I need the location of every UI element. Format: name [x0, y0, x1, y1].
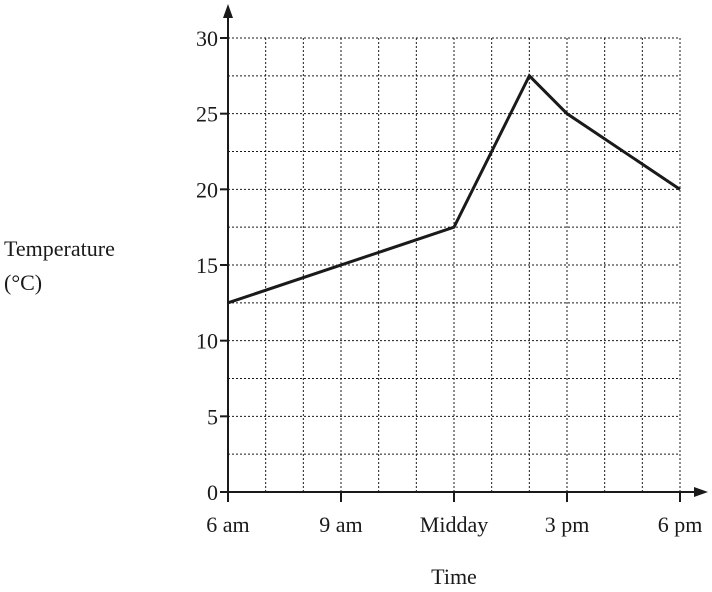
x-tick-label: 9 am [319, 512, 362, 537]
y-tick-label: 25 [196, 102, 218, 127]
y-axis-title-line-2: (°C) [4, 270, 42, 295]
y-tick-label: 5 [207, 404, 218, 429]
x-tick-label: 3 pm [545, 512, 590, 537]
y-tick-label: 0 [207, 480, 218, 505]
x-tick-label: 6 pm [658, 512, 703, 537]
grid [228, 37, 681, 492]
ticks: 0 5 10 15 20 25 30 6 am 9 am Midday 3 pm 6 pm [196, 26, 702, 537]
y-axis-title-line-1: Temperature [4, 236, 115, 261]
y-tick-label: 30 [196, 26, 218, 51]
temperature-series-line [227, 73, 681, 305]
axes [223, 4, 708, 497]
x-tick-label: 6 am [206, 512, 249, 537]
y-tick-label: 15 [196, 253, 218, 278]
y-tick-label: 10 [196, 329, 218, 354]
y-tick-label: 20 [196, 177, 218, 202]
x-tick-label: Midday [420, 512, 488, 537]
axis-labels: Time Temperature (°C) [4, 236, 477, 589]
x-axis-title: Time [431, 564, 477, 589]
series [227, 73, 681, 305]
